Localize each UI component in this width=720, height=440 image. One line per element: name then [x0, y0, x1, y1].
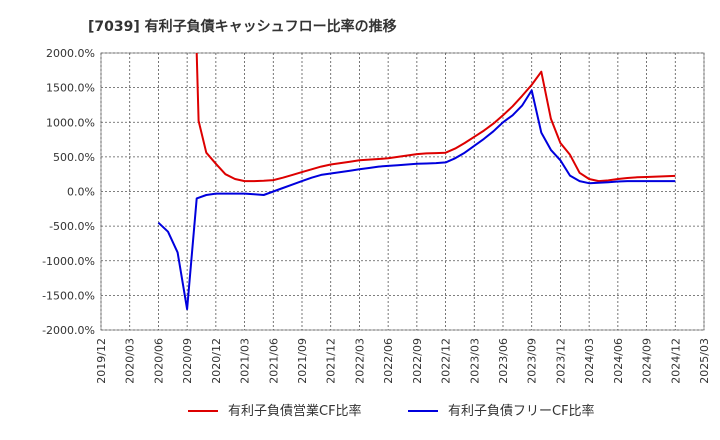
- x-tick-label: 2024/09: [641, 338, 654, 384]
- x-tick-label: 2022/06: [382, 338, 395, 384]
- y-tick-label: 0.0%: [67, 186, 95, 199]
- y-tick-label: 1500.0%: [46, 82, 95, 95]
- x-tick-label: 2023/09: [526, 338, 539, 384]
- x-tick-label: 2024/12: [669, 338, 682, 384]
- x-tick-label: 2023/03: [468, 338, 481, 384]
- x-tick-label: 2020/03: [124, 338, 137, 384]
- x-tick-label: 2024/03: [583, 338, 596, 384]
- x-tick-label: 2021/06: [267, 338, 280, 384]
- x-tick-label: 2025/03: [698, 338, 711, 384]
- series-group: [157, 53, 676, 311]
- series-line-2: [157, 89, 676, 311]
- y-tick-label: 2000.0%: [46, 47, 95, 60]
- series-line-1: [195, 53, 676, 183]
- x-tick-label: 2021/03: [239, 338, 252, 384]
- x-tick-label: 2022/09: [411, 338, 424, 384]
- y-tick-label: 1000.0%: [46, 116, 95, 129]
- x-tick-label: 2022/12: [440, 338, 453, 384]
- x-tick-label: 2023/12: [554, 338, 567, 384]
- y-tick-label: -2000.0%: [42, 324, 95, 337]
- grid: [100, 52, 705, 331]
- legend-label-2: 有利子負債フリーCF比率: [448, 403, 595, 419]
- x-tick-label: 2019/12: [95, 338, 108, 384]
- y-tick-label: -1000.0%: [42, 255, 95, 268]
- x-tick-label: 2020/12: [210, 338, 223, 384]
- x-tick-label: 2021/12: [325, 338, 338, 384]
- chart-title: [7039] 有利子負債キャッシュフロー比率の推移: [88, 18, 397, 35]
- y-axis: 2000.0% 1500.0% 1000.0% 500.0% 0.0% -500.0% -1…: [42, 47, 95, 337]
- x-axis: 2019/12 2020/03 2020/06 2020/09 2020/12 2021/…: [95, 338, 711, 384]
- y-tick-label: 500.0%: [53, 151, 95, 164]
- legend: 有利子負債営業CF比率 有利子負債フリーCF比率: [188, 403, 595, 419]
- legend-label-1: 有利子負債営業CF比率: [228, 403, 362, 419]
- x-tick-label: 2020/06: [152, 338, 165, 384]
- x-tick-label: 2024/06: [612, 338, 625, 384]
- x-tick-label: 2022/03: [353, 338, 366, 384]
- x-tick-label: 2020/09: [181, 338, 194, 384]
- x-tick-label: 2021/09: [296, 338, 309, 384]
- y-tick-label: -1500.0%: [42, 289, 95, 302]
- x-tick-label: 2023/06: [497, 338, 510, 384]
- y-tick-label: -500.0%: [49, 220, 95, 233]
